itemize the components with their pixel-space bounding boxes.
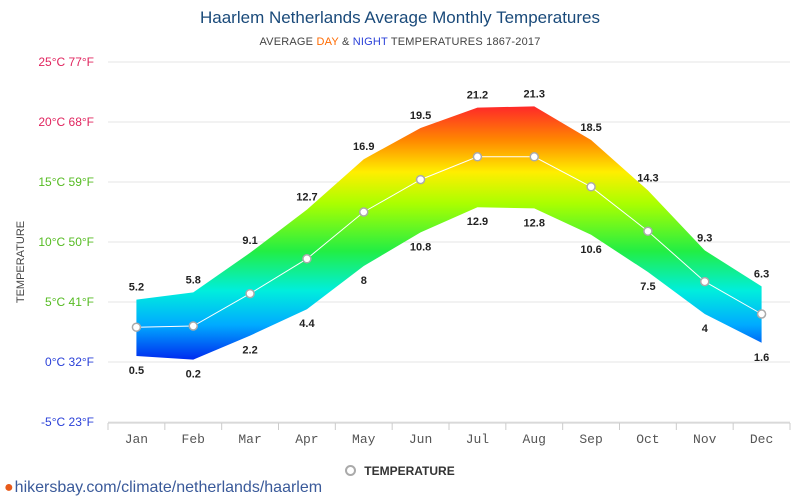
x-tick-label: Jun — [409, 432, 432, 447]
day-value-label: 21.2 — [467, 90, 488, 102]
mean-temperature-point — [643, 226, 653, 236]
day-value-label: 18.5 — [580, 122, 601, 134]
subtitle-mid: & — [338, 36, 353, 48]
mean-temperature-point — [131, 322, 142, 332]
x-tick-label: Aug — [523, 432, 546, 447]
x-tick-label: Sep — [579, 432, 602, 447]
night-value-label: 8 — [361, 275, 367, 287]
y-axis-title: TEMPERATURE — [15, 221, 27, 303]
day-value-label: 14.3 — [637, 172, 658, 184]
day-value-label: 12.7 — [296, 192, 317, 204]
chart-subtitle: AVERAGE DAY & NIGHT TEMPERATURES 1867-20… — [0, 36, 800, 48]
x-tick-label: Dec — [750, 432, 773, 447]
night-value-label: 12.8 — [524, 217, 545, 229]
night-value-label: 10.6 — [580, 244, 601, 256]
x-tick-label: Mar — [238, 432, 261, 447]
footer-link[interactable]: ●hikersbay.com/climate/netherlands/haarl… — [4, 479, 322, 497]
day-value-label: 9.3 — [697, 232, 712, 244]
x-tick-label: May — [352, 432, 376, 447]
mean-temperature-point — [756, 309, 767, 319]
day-value-label: 6.3 — [754, 268, 769, 280]
subtitle-prefix: AVERAGE — [259, 36, 317, 48]
map-pin-icon: ● — [4, 479, 14, 496]
day-value-label: 5.2 — [129, 282, 144, 294]
temperature-chart: 25°C 77°F 20°C 68°F 15°C 59°F 10°C 50°F 5°C … — [15, 55, 791, 447]
mean-temperature-point — [415, 174, 426, 185]
night-value-label: 0.5 — [129, 365, 144, 377]
day-value-label: 21.3 — [524, 88, 545, 100]
night-value-label: 1.6 — [754, 352, 769, 364]
night-value-label: 4.4 — [299, 318, 315, 330]
footer-url: hikersbay.com/climate/netherlands/haarle… — [14, 479, 323, 496]
mean-temperature-line — [136, 156, 762, 328]
x-tick-label: Jul — [466, 432, 490, 447]
day-value-label: 9.1 — [242, 235, 257, 247]
y-tick-label: 5°C 41°F — [45, 295, 94, 309]
mean-temperature-point — [188, 321, 198, 331]
subtitle-night: NIGHT — [352, 36, 388, 48]
night-value-label: 12.9 — [467, 216, 488, 228]
day-value-label: 16.9 — [353, 141, 374, 153]
y-tick-label: 10°C 50°F — [38, 235, 94, 249]
day-value-label: 19.5 — [410, 110, 431, 122]
subtitle-suffix: TEMPERATURES 1867-2017 — [387, 36, 541, 48]
night-value-label: 4 — [702, 323, 709, 335]
y-tick-label: -5°C 23°F — [41, 415, 94, 429]
chart-title: Haarlem Netherlands Average Monthly Temp… — [199, 8, 601, 27]
x-tick-label: Nov — [693, 432, 717, 447]
legend-label: TEMPERATURE — [364, 464, 455, 478]
night-value-label: 7.5 — [640, 281, 655, 293]
mean-temperature-point — [472, 152, 483, 162]
x-tick-label: Feb — [182, 432, 205, 447]
night-value-label: 2.2 — [242, 345, 257, 357]
chart-legend[interactable]: TEMPERATURE — [0, 464, 800, 478]
mean-temperature-point — [245, 288, 255, 299]
mean-temperature-point — [302, 254, 312, 264]
subtitle-day: DAY — [316, 36, 339, 48]
mean-temperature-point — [586, 182, 596, 192]
temperature-band — [136, 106, 762, 360]
x-tick-label: Apr — [295, 432, 318, 447]
mean-temperature-point — [359, 207, 369, 217]
night-value-label: 10.8 — [410, 241, 431, 253]
y-tick-label: 20°C 68°F — [38, 115, 94, 129]
y-tick-label: 25°C 77°F — [38, 55, 94, 69]
x-tick-label: Oct — [636, 432, 659, 447]
day-value-label: 5.8 — [186, 274, 201, 286]
mean-temperature-point — [700, 276, 710, 287]
mean-temperature-point — [529, 152, 539, 162]
y-tick-label: 0°C 32°F — [45, 355, 94, 369]
x-tick-label: Jan — [125, 432, 148, 447]
night-value-label: 0.2 — [186, 369, 201, 381]
y-tick-label: 15°C 59°F — [38, 175, 94, 189]
legend-marker-icon — [345, 465, 357, 476]
